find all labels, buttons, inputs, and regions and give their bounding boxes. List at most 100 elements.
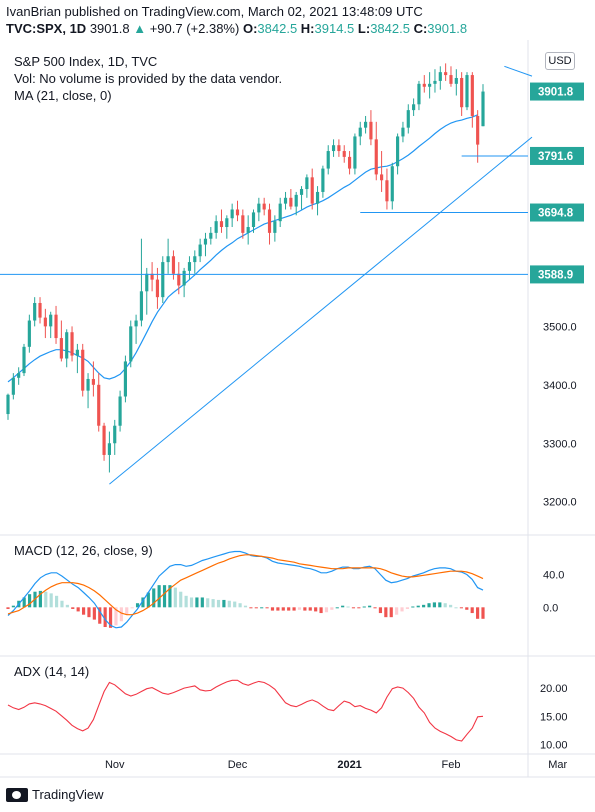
candle-body [33,302,37,321]
close-label: C: [413,21,428,36]
candle [107,431,111,473]
macd-histogram-bar [308,607,312,611]
candle [33,297,37,327]
candle [118,390,122,432]
macd-histogram-bar [6,607,10,609]
candle-body [465,75,469,108]
candle-body [315,191,320,204]
currency-button[interactable]: USD [545,52,575,70]
candle [102,422,106,461]
macd-histogram-bar [179,591,183,608]
macd-histogram-bar [405,607,410,609]
tradingview-logo: TradingView [6,787,104,802]
candle-body [219,221,224,228]
candle [241,209,245,239]
candle-body [38,302,42,318]
candle-body [171,256,176,274]
candle-body [11,377,15,395]
candle-body [251,212,256,228]
candle-body [449,75,453,84]
candle [358,121,362,146]
macd-histogram-bar [152,588,156,608]
open-value: 3842.5 [257,21,298,36]
macd-histogram-bar [454,607,458,609]
macd-histogram-bar [173,587,177,608]
candle-body [145,273,149,292]
macd-histogram-bar [195,597,199,608]
candle-body [134,320,138,327]
macd-histogram-bar [378,607,383,614]
macd-histogram-bar [362,606,366,608]
macd-histogram-bar [11,605,15,608]
macd-histogram-bar [92,607,96,620]
candle [129,320,133,368]
macd-histogram-bar [211,599,215,608]
main-legend-title: S&P 500 Index, 1D, TVC [14,54,158,69]
candle [364,115,368,134]
macd-histogram-bar [76,607,80,612]
macd-histogram-bar [411,606,415,608]
candle [219,209,224,233]
candle-body [422,83,426,87]
close-value: 3901.8 [427,21,468,36]
candle-body [257,203,261,213]
macd-histogram-bar [346,606,350,608]
candle-body [70,332,74,356]
macd-histogram-bar [130,607,134,609]
candle-body [433,80,437,84]
candle [22,343,26,377]
candle-body [81,349,85,391]
candle-body [6,394,10,415]
macd-histogram-bar [135,603,140,608]
macd-histogram-bar [184,595,188,608]
macd-histogram-bar [470,607,474,614]
candle-body [289,197,293,207]
candle-body [294,194,298,207]
macd-histogram-bar [238,603,242,608]
candle-body [337,145,341,152]
branding-text: TradingView [32,787,104,802]
macd-histogram-bar [227,600,231,608]
candle [449,66,453,87]
candle [75,343,79,374]
candle-body [347,156,352,169]
candle [38,297,42,324]
price-label-text: 3791.6 [538,151,573,163]
candle [59,320,63,362]
trendline [504,65,533,77]
macd-histogram-bar [459,607,463,609]
macd-histogram-bar [465,607,469,610]
candle-body [91,378,95,385]
candle [139,238,144,327]
candle-body [412,104,416,111]
candle [171,250,176,280]
candle-body [198,244,202,257]
candle [417,80,421,111]
macd-histogram-bar [22,597,26,608]
candle-body [22,346,26,374]
open-label: O: [242,21,258,36]
candle [81,343,85,397]
candle [310,168,314,210]
candle-body [129,326,133,362]
macd-histogram-bar [49,593,53,608]
time-tick-label: Feb [441,759,460,771]
candle [289,189,293,210]
macd-histogram-bar [54,595,59,608]
candle-body [342,151,346,157]
candle-body [262,203,266,210]
macd-histogram-bar [438,602,442,608]
price-label-tag [530,146,584,165]
macd-histogram-bar [38,590,42,608]
candle-body [17,373,21,378]
low-label: L: [357,21,371,36]
candle-body [267,209,272,233]
candle [113,419,117,455]
candle [225,215,229,239]
candle [214,215,218,239]
adx-tick-label: 10.00 [540,739,568,751]
candle-body [187,262,192,271]
candle [246,215,250,245]
macd-histogram-bar [81,607,86,615]
